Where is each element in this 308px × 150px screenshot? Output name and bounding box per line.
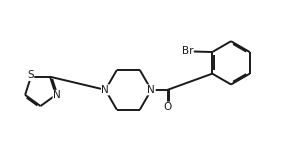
Text: N: N — [148, 85, 155, 95]
Text: O: O — [163, 102, 172, 112]
Text: N: N — [53, 90, 61, 100]
Text: Br: Br — [182, 46, 193, 57]
Text: S: S — [27, 70, 34, 80]
Text: N: N — [102, 85, 109, 95]
